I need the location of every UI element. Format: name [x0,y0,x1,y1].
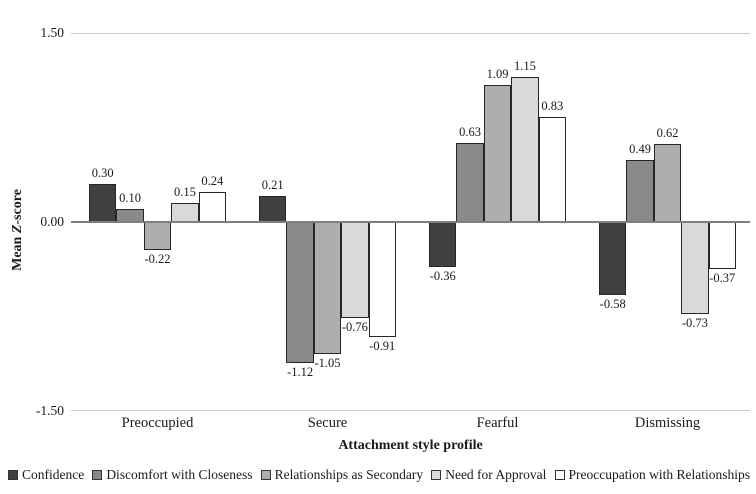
x-axis-title: Attachment style profile [338,438,483,453]
legend-swatch-icon [92,470,103,480]
legend-swatch-icon [260,470,271,480]
value-label: -1.05 [314,356,341,371]
value-label: 0.21 [261,177,284,192]
x-category-label-preoccupied: Preoccupied [121,415,194,431]
bar-relationships-as-secondary-fearful [483,84,512,222]
value-label: 0.83 [541,99,564,114]
plot-area: 0.30 0.10 -0.22 0.15 0.24 0.21 -1.12 -1.05 -0.76… [71,0,750,494]
value-label: 1.09 [486,66,509,81]
value-label: -1.12 [287,365,314,380]
bar-confidence-dismissing [599,222,627,296]
bar-discomfort-with-closeness-secure [286,222,314,364]
legend: Confidence Discomfort with Closeness Relat… [8,467,750,483]
legend-label: Need for Approval [445,467,547,482]
gridline-bottom [71,410,750,411]
value-label: 0.15 [173,185,196,200]
bar-preoccupation-with-relationships-secure [368,222,396,337]
legend-item-preoccupation-with-relationships: Preoccupation with Relationships [554,467,750,483]
legend-label: Confidence [22,467,85,482]
bar-need-for-approval-fearful [511,77,539,222]
legend-label: Discomfort with Closeness [106,467,253,482]
y-axis-title-prefix: Mean [10,233,25,271]
bar-relationships-as-secondary-dismissing [653,143,682,222]
bar-relationships-as-secondary-preoccupied [143,222,172,250]
value-label: -0.36 [429,269,456,284]
bar-discomfort-with-closeness-fearful [456,142,484,222]
value-label: -0.58 [599,297,626,312]
y-tick-label: 1.50 [40,25,64,40]
legend-item-confidence: Confidence [8,467,84,483]
value-label: -0.76 [341,319,368,334]
bar-preoccupation-with-relationships-fearful [538,117,566,222]
y-tick-label: 0.00 [40,214,64,229]
bar-need-for-approval-dismissing [681,222,709,314]
value-label: -0.91 [369,338,396,353]
bar-need-for-approval-secure [341,222,369,318]
legend-item-need-for-approval: Need for Approval [431,467,546,483]
bar-discomfort-with-closeness-dismissing [626,160,654,222]
y-axis-title-z: Z [10,224,25,234]
bar-preoccupation-with-relationships-dismissing [708,222,736,269]
bar-confidence-preoccupied [89,184,117,222]
y-axis-title-suffix: -score [10,189,25,225]
y-tick-label: -1.50 [35,403,64,418]
value-label: 0.63 [459,124,482,139]
value-label: 0.10 [119,191,142,206]
legend-item-relationships-as-secondary: Relationships as Secondary [260,467,424,483]
value-label: 0.30 [91,166,114,181]
value-label: -0.73 [681,315,708,330]
bar-need-for-approval-preoccupied [171,203,199,222]
y-axis-title: Mean Z-score [10,189,26,271]
value-label: 0.49 [629,142,652,157]
value-label: -0.37 [709,270,736,285]
legend-item-discomfort-with-closeness: Discomfort with Closeness [92,467,253,483]
bar-preoccupation-with-relationships-preoccupied [198,191,226,222]
legend-label: Preoccupation with Relationships [568,467,750,482]
x-axis-zero-line [71,221,750,223]
legend-swatch-icon [554,470,565,480]
gridline-top [71,33,750,34]
value-label: 0.62 [656,125,679,140]
bar-confidence-secure [259,195,287,222]
x-category-label-secure: Secure [307,415,348,431]
legend-swatch-icon [431,470,442,480]
value-label: 0.24 [201,173,224,188]
x-category-label-fearful: Fearful [476,415,519,431]
legend-label: Relationships as Secondary [274,467,424,482]
value-label: 1.15 [513,59,536,74]
value-label: -0.22 [144,251,171,266]
bar-relationships-as-secondary-secure [313,222,342,355]
x-category-label-dismissing: Dismissing [634,415,701,431]
bar-confidence-fearful [429,222,457,268]
legend-swatch-icon [8,470,18,480]
